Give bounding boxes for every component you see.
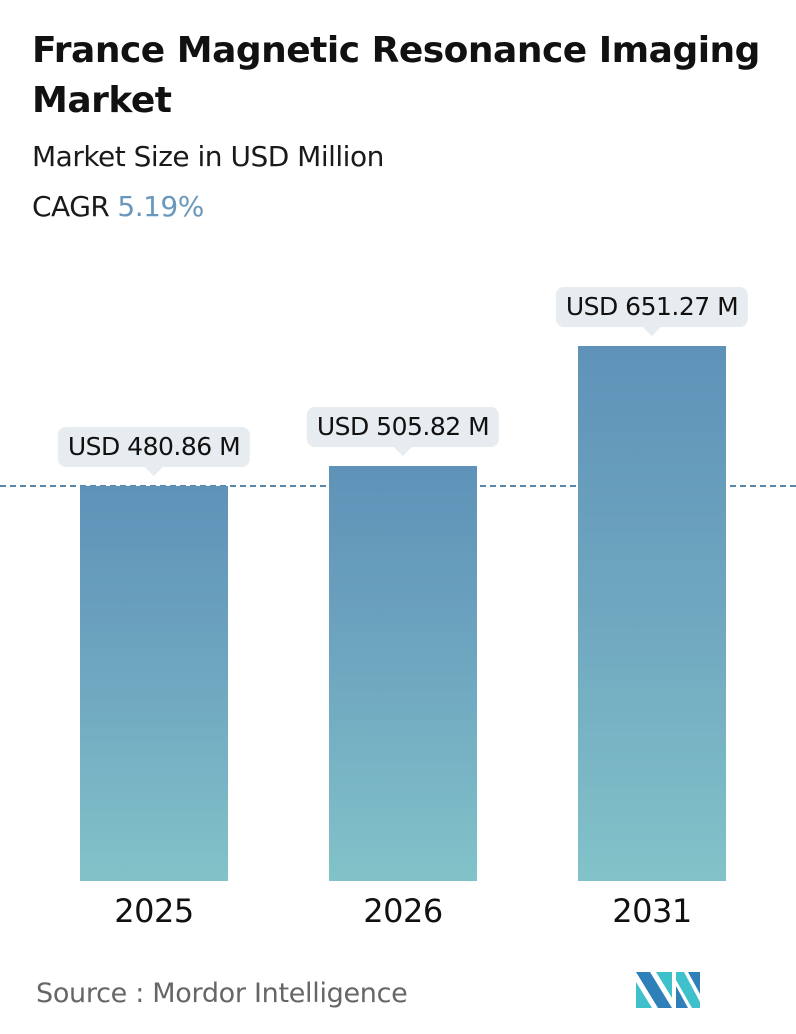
bar-2025 xyxy=(80,486,228,881)
data-label-2026: USD 505.82 M xyxy=(306,407,500,456)
data-label-2031: USD 651.27 M xyxy=(555,287,749,336)
x-tick-2026: 2026 xyxy=(363,892,443,930)
mordor-intelligence-logo-icon xyxy=(636,972,700,1008)
chart-title: France Magnetic Resonance Imaging Market xyxy=(32,30,760,121)
cagr-line: CAGR 5.19% xyxy=(32,190,204,223)
chart-subtitle: Market Size in USD Million xyxy=(32,140,384,173)
bar-2031 xyxy=(578,346,726,881)
source-text: Source : Mordor Intelligence xyxy=(36,978,408,1009)
data-label-2025: USD 480.86 M xyxy=(57,427,251,476)
cagr-label: CAGR xyxy=(32,190,110,223)
cagr-value: 5.19% xyxy=(117,190,204,223)
x-tick-2025: 2025 xyxy=(114,892,194,930)
x-tick-2031: 2031 xyxy=(612,892,692,930)
bar-2026 xyxy=(329,466,477,881)
